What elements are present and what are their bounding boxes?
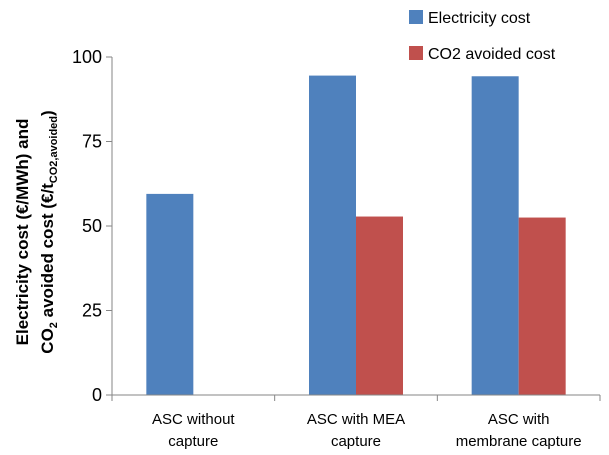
x-tick-label-1-0: ASC with MEA bbox=[307, 411, 405, 428]
y-axis-title: Electricity cost (€/MWh) and CO2 avoided… bbox=[13, 110, 60, 353]
legend: Electricity cost CO2 avoided cost bbox=[409, 10, 556, 63]
legend-label-0: Electricity cost bbox=[428, 10, 531, 27]
x-tick-label-0-0: ASC without bbox=[152, 411, 235, 428]
bar-electricity-2 bbox=[472, 76, 519, 395]
y-axis-title-sub2: CO2,avoided bbox=[48, 116, 60, 183]
legend-label-1: CO2 avoided cost bbox=[428, 46, 556, 63]
x-tick-label-2-0: ASC with bbox=[488, 411, 550, 428]
bar-electricity-0 bbox=[146, 194, 193, 395]
y-tick-label-0: 0 bbox=[92, 385, 102, 405]
y-axis-title-end: ) bbox=[38, 110, 57, 116]
y-tick-label-75: 75 bbox=[82, 132, 102, 152]
y-axis: 0 25 50 75 100 bbox=[72, 47, 112, 405]
y-axis-title-line1: Electricity cost (€/MWh) and bbox=[13, 119, 32, 346]
legend-swatch-0 bbox=[409, 10, 423, 24]
bar-electricity-1 bbox=[309, 76, 356, 395]
y-tick-label-25: 25 bbox=[82, 301, 102, 321]
y-axis-title-line2: CO2 avoided cost (€/tCO2,avoided) bbox=[38, 110, 60, 353]
y-tick-label-100: 100 bbox=[72, 47, 102, 67]
y-axis-title-line1-text: Electricity cost (€/MWh) and bbox=[13, 119, 32, 346]
bar-co2-2 bbox=[519, 218, 566, 395]
x-tick-label-1-1: capture bbox=[331, 433, 381, 450]
y-tick-label-50: 50 bbox=[82, 216, 102, 236]
legend-swatch-1 bbox=[409, 46, 423, 60]
x-tick-label-0-1: capture bbox=[168, 433, 218, 450]
bars bbox=[146, 76, 565, 395]
bar-co2-1 bbox=[356, 217, 403, 395]
x-axis: ASC without capture ASC with MEA capture ASC… bbox=[112, 395, 600, 450]
y-axis-title-co: CO bbox=[38, 328, 57, 354]
x-tick-label-2-1: membrane capture bbox=[456, 433, 582, 450]
y-axis-title-mid: avoided cost (€/t bbox=[38, 183, 57, 322]
